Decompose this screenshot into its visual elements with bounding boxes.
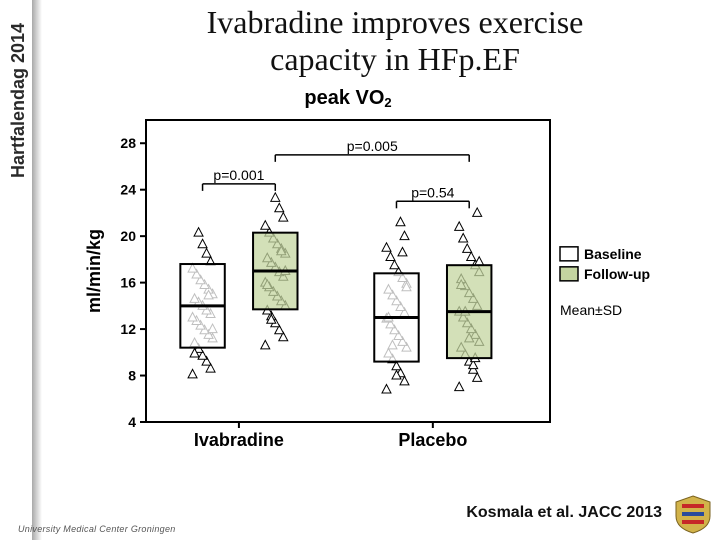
sidebar-gradient (32, 0, 42, 540)
slide-title: Ivabradine improves exercise capacity in… (90, 4, 700, 78)
data-point (396, 217, 405, 226)
ytick-label: 8 (128, 368, 136, 384)
data-point (400, 231, 409, 240)
legend-swatch (560, 267, 578, 281)
legend-label: Baseline (584, 246, 642, 262)
data-point (400, 376, 409, 385)
university-crest-icon (672, 494, 714, 534)
data-point (261, 221, 270, 230)
data-point (382, 384, 391, 393)
data-point (382, 243, 391, 252)
data-point (188, 369, 197, 378)
ytick-label: 16 (120, 275, 136, 291)
data-point (261, 340, 270, 349)
ytick-label: 24 (120, 182, 136, 198)
data-point (390, 260, 399, 269)
data-point (202, 249, 211, 257)
legend-label: Follow-up (584, 266, 650, 282)
ytick-label: 20 (120, 228, 136, 244)
data-point (455, 382, 464, 391)
data-point (198, 239, 207, 248)
data-point (275, 203, 284, 212)
p-value-label: p=0.001 (213, 167, 264, 183)
data-point (386, 252, 395, 260)
ytick-label: 12 (120, 321, 136, 337)
data-point (398, 247, 407, 256)
data-point (194, 228, 203, 237)
citation-text: Kosmala et al. JACC 2013 (466, 504, 662, 522)
ytick-label: 28 (120, 135, 136, 151)
legend-swatch (560, 247, 578, 261)
data-point (463, 244, 472, 253)
slide-root: Hartfalendag 2014 Ivabradine improves ex… (0, 0, 720, 540)
chart-title: peak VO2 (304, 87, 391, 110)
legend-note: Mean±SD (560, 302, 622, 318)
data-point (473, 373, 482, 382)
x-label-placebo: Placebo (398, 430, 467, 450)
conference-label: Hartfalendag 2014 (8, 10, 32, 190)
data-point (473, 208, 482, 217)
data-point (455, 222, 464, 231)
data-point (279, 213, 288, 222)
title-line-2: capacity in HFp.EF (90, 41, 700, 78)
institution-footer: University Medical Center Groningen (18, 524, 176, 534)
title-line-1: Ivabradine improves exercise (90, 4, 700, 41)
y-axis-label: ml/min/kg (84, 229, 104, 313)
p-value-label: p=0.005 (347, 138, 398, 154)
ytick-label: 4 (128, 414, 136, 430)
p-value-label: p=0.54 (411, 184, 454, 200)
data-point (467, 252, 476, 260)
data-point (459, 233, 468, 242)
peak-vo2-chart: 4 8 12 16 20 24 28 ml/min/kg Ivabradine Placebo pe… (82, 84, 652, 484)
data-point (271, 193, 280, 202)
x-label-ivabradine: Ivabradine (194, 430, 284, 450)
